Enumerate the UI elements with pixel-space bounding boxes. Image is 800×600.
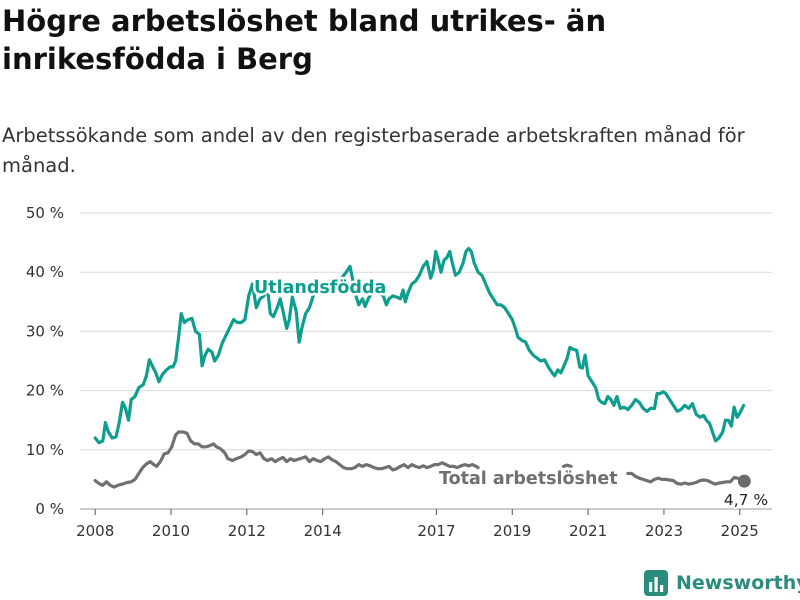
gridlines [80, 212, 772, 510]
series-label-utlandsfodda-halo: Utlandsfödda [254, 278, 386, 298]
series-line-total [93, 430, 746, 489]
brand-icon-bar [649, 582, 653, 592]
x-tick-label: 2012 [228, 522, 266, 540]
series-label-utlandsfodda: Utlandsfödda [254, 278, 386, 298]
line-chart: 0 % 10 % 20 % 30 % 40 % 50 % 2008 2010 2012 2014 2… [26, 204, 772, 540]
x-tick-label: 2021 [569, 522, 607, 540]
x-tick-label: 2010 [152, 522, 190, 540]
x-tick-label: 2023 [645, 522, 683, 540]
chart-title: Högre arbetslöshet bland utrikes- än inr… [2, 4, 607, 76]
x-tick-label: 2014 [304, 522, 342, 540]
series-line-utlandsfodda [93, 246, 746, 445]
end-point-marker [737, 474, 751, 488]
series-lines [93, 246, 746, 489]
y-tick-label: 30 % [26, 322, 64, 340]
end-value-label: 4,7 % [724, 491, 768, 509]
end-value-label-halo: 4,7 % [724, 491, 768, 509]
y-tick-label: 20 % [26, 382, 64, 400]
x-tick-label: 2025 [721, 522, 759, 540]
x-tick-label: 2008 [76, 522, 114, 540]
y-tick-label: 50 % [26, 204, 64, 222]
y-tick-label: 40 % [26, 263, 64, 281]
brand-icon-bar [654, 577, 658, 592]
series-label-total: Total arbetslöshet [439, 469, 618, 489]
series-label-total-halo: Total arbetslöshet [439, 469, 618, 489]
brand-logo: Newsworthy [644, 568, 800, 598]
axes: 0 % 10 % 20 % 30 % 40 % 50 % 2008 2010 2012 2014 2… [26, 204, 759, 540]
brand-name: Newsworthy [676, 572, 800, 594]
bar-chart-icon [644, 570, 668, 596]
y-tick-label: 0 % [35, 500, 64, 518]
brand-icon-bar [660, 585, 664, 592]
x-tick-label: 2017 [417, 522, 455, 540]
x-tick-label: 2019 [493, 522, 531, 540]
chart-subtitle: Arbetssökande som andel av den registerb… [2, 124, 745, 177]
y-tick-label: 10 % [26, 441, 64, 459]
